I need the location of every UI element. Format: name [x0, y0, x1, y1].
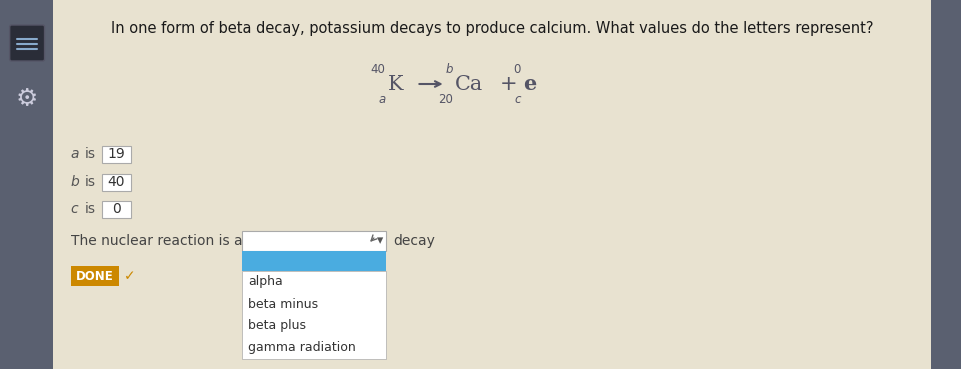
Text: c: c — [71, 202, 79, 216]
Text: ▾: ▾ — [377, 235, 382, 248]
Text: beta minus: beta minus — [248, 297, 318, 310]
Bar — [242, 231, 385, 251]
Bar — [71, 266, 119, 286]
Text: Ca: Ca — [456, 75, 483, 93]
Text: c: c — [514, 93, 521, 106]
Text: 40: 40 — [108, 175, 125, 189]
Text: 0: 0 — [111, 202, 121, 216]
Text: gamma radiation: gamma radiation — [248, 341, 356, 355]
Text: 19: 19 — [108, 147, 125, 161]
Text: +: + — [500, 74, 517, 94]
Bar — [242, 251, 385, 271]
Bar — [102, 173, 131, 190]
Text: alpha: alpha — [248, 276, 283, 289]
Text: 40: 40 — [371, 63, 385, 76]
Text: is: is — [85, 202, 95, 216]
Text: e: e — [523, 74, 536, 94]
Text: In one form of beta decay, potassium decays to produce calcium. What values do t: In one form of beta decay, potassium dec… — [111, 21, 874, 36]
Text: 20: 20 — [438, 93, 454, 106]
Text: ✓: ✓ — [124, 269, 136, 283]
Text: K: K — [387, 75, 403, 93]
Text: DONE: DONE — [76, 269, 113, 283]
Text: 0: 0 — [514, 63, 521, 76]
Bar — [242, 271, 385, 359]
Text: is: is — [85, 147, 95, 161]
FancyBboxPatch shape — [10, 25, 44, 61]
Text: b: b — [446, 63, 454, 76]
Bar — [102, 145, 131, 162]
Text: is: is — [85, 175, 95, 189]
Text: beta plus: beta plus — [248, 320, 306, 332]
Text: b: b — [71, 175, 80, 189]
Bar — [102, 200, 131, 217]
Text: decay: decay — [393, 234, 435, 248]
Text: The nuclear reaction is a: The nuclear reaction is a — [71, 234, 242, 248]
Text: a: a — [379, 93, 385, 106]
Text: a: a — [71, 147, 79, 161]
Text: ⚙: ⚙ — [16, 87, 38, 111]
